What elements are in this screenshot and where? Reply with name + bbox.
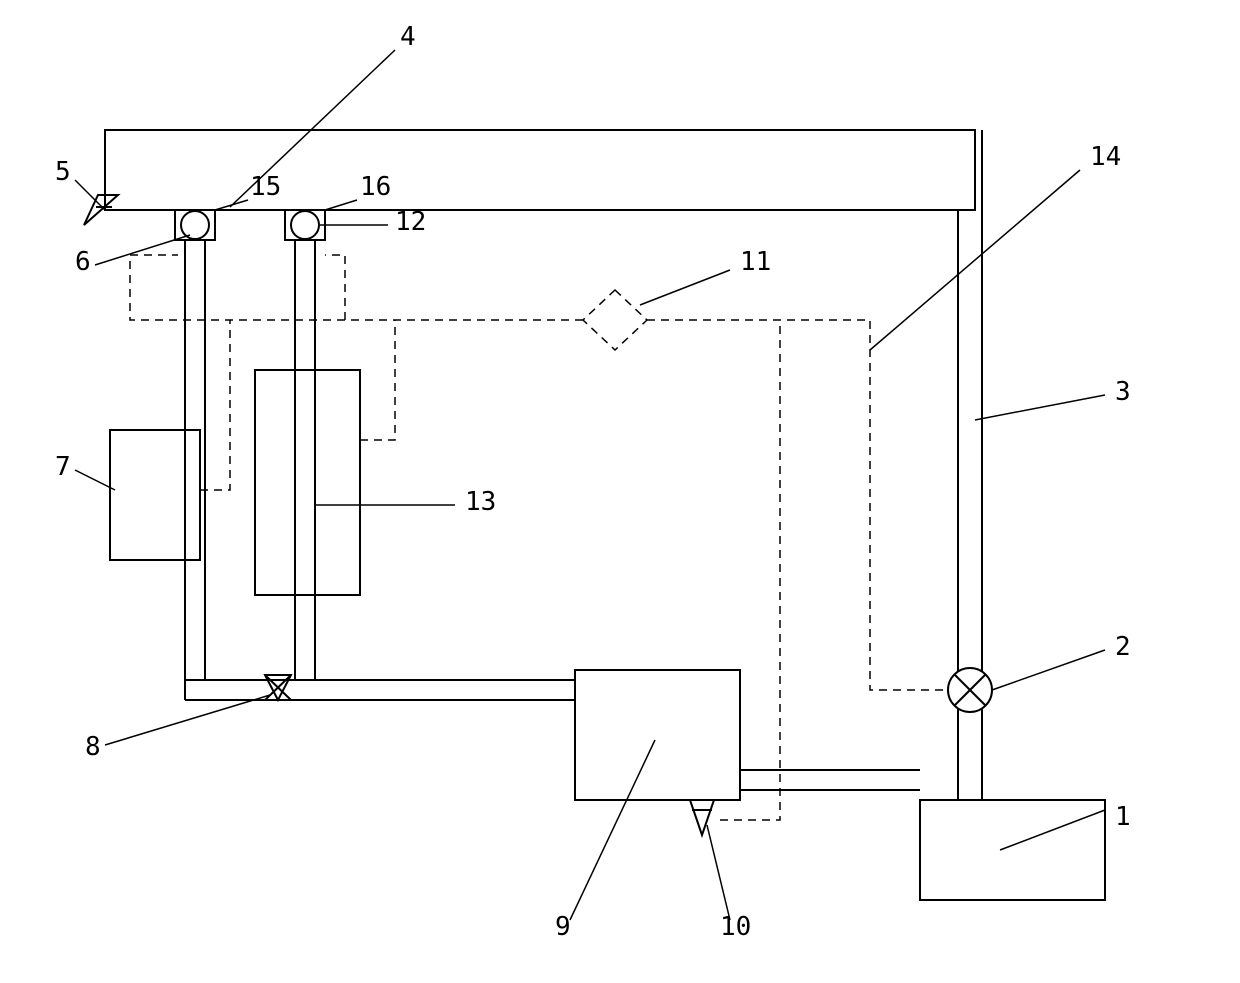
label-6: 6 <box>75 247 91 277</box>
label-7: 7 <box>55 452 71 482</box>
leader-16 <box>325 200 357 210</box>
controller-11-icon <box>583 290 647 350</box>
label-10: 10 <box>720 912 751 942</box>
label-1: 1 <box>1115 802 1131 832</box>
control-network <box>130 255 948 820</box>
leader-2 <box>992 650 1105 690</box>
leader-11 <box>640 270 730 305</box>
leader-3 <box>975 395 1105 420</box>
label-14: 14 <box>1090 142 1121 172</box>
leader-8 <box>105 695 270 745</box>
label-5: 5 <box>55 157 71 187</box>
label-12: 12 <box>395 207 426 237</box>
top-header-box <box>105 130 975 210</box>
block-7 <box>110 430 200 560</box>
leader-1 <box>1000 810 1105 850</box>
joint-8-icon <box>265 675 291 700</box>
label-2: 2 <box>1115 632 1131 662</box>
label-3: 3 <box>1115 377 1131 407</box>
labels: 1 2 3 4 5 6 7 8 9 10 11 12 13 14 15 16 <box>55 22 1131 942</box>
label-13: 13 <box>465 487 496 517</box>
valve-12-ball <box>291 211 319 239</box>
label-15: 15 <box>250 172 281 202</box>
block-1 <box>920 800 1105 900</box>
nozzle-10-icon <box>690 800 714 835</box>
block-9 <box>575 670 740 800</box>
leader-15 <box>215 200 248 210</box>
valve-6-ball <box>181 211 209 239</box>
leader-6 <box>95 235 190 265</box>
leader-9 <box>570 740 655 920</box>
valve-2-icon <box>948 668 992 712</box>
label-11: 11 <box>740 247 771 277</box>
block-13 <box>255 370 360 595</box>
label-9: 9 <box>555 912 571 942</box>
label-16: 16 <box>360 172 391 202</box>
pipe-network <box>84 130 1105 900</box>
label-8: 8 <box>85 732 101 762</box>
engineering-diagram: 1 2 3 4 5 6 7 8 9 10 11 12 13 14 15 16 <box>0 0 1240 983</box>
label-4: 4 <box>400 22 416 52</box>
leader-10 <box>707 825 730 920</box>
